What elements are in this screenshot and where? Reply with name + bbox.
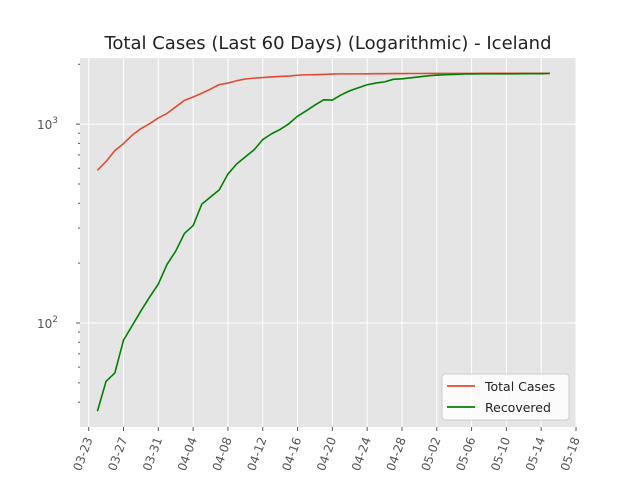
y-tick-exponent: 3 [52,116,58,126]
y-tick-exponent: 2 [52,315,58,325]
grid [80,58,577,427]
series-layer [96,72,550,412]
legend-label: Total Cases [484,379,555,394]
y-tick-base: 10 [37,118,52,132]
y-tick-label: 102 [37,315,58,331]
legend: Total Cases Recovered [441,373,570,421]
series-line-recovered [96,72,550,412]
y-tick-label: 103 [37,116,58,132]
chart-title: Total Cases (Last 60 Days) (Logarithmic)… [103,33,551,54]
y-tick-base: 10 [37,317,52,331]
plot-area [80,58,576,427]
legend-label: Recovered [485,400,551,415]
